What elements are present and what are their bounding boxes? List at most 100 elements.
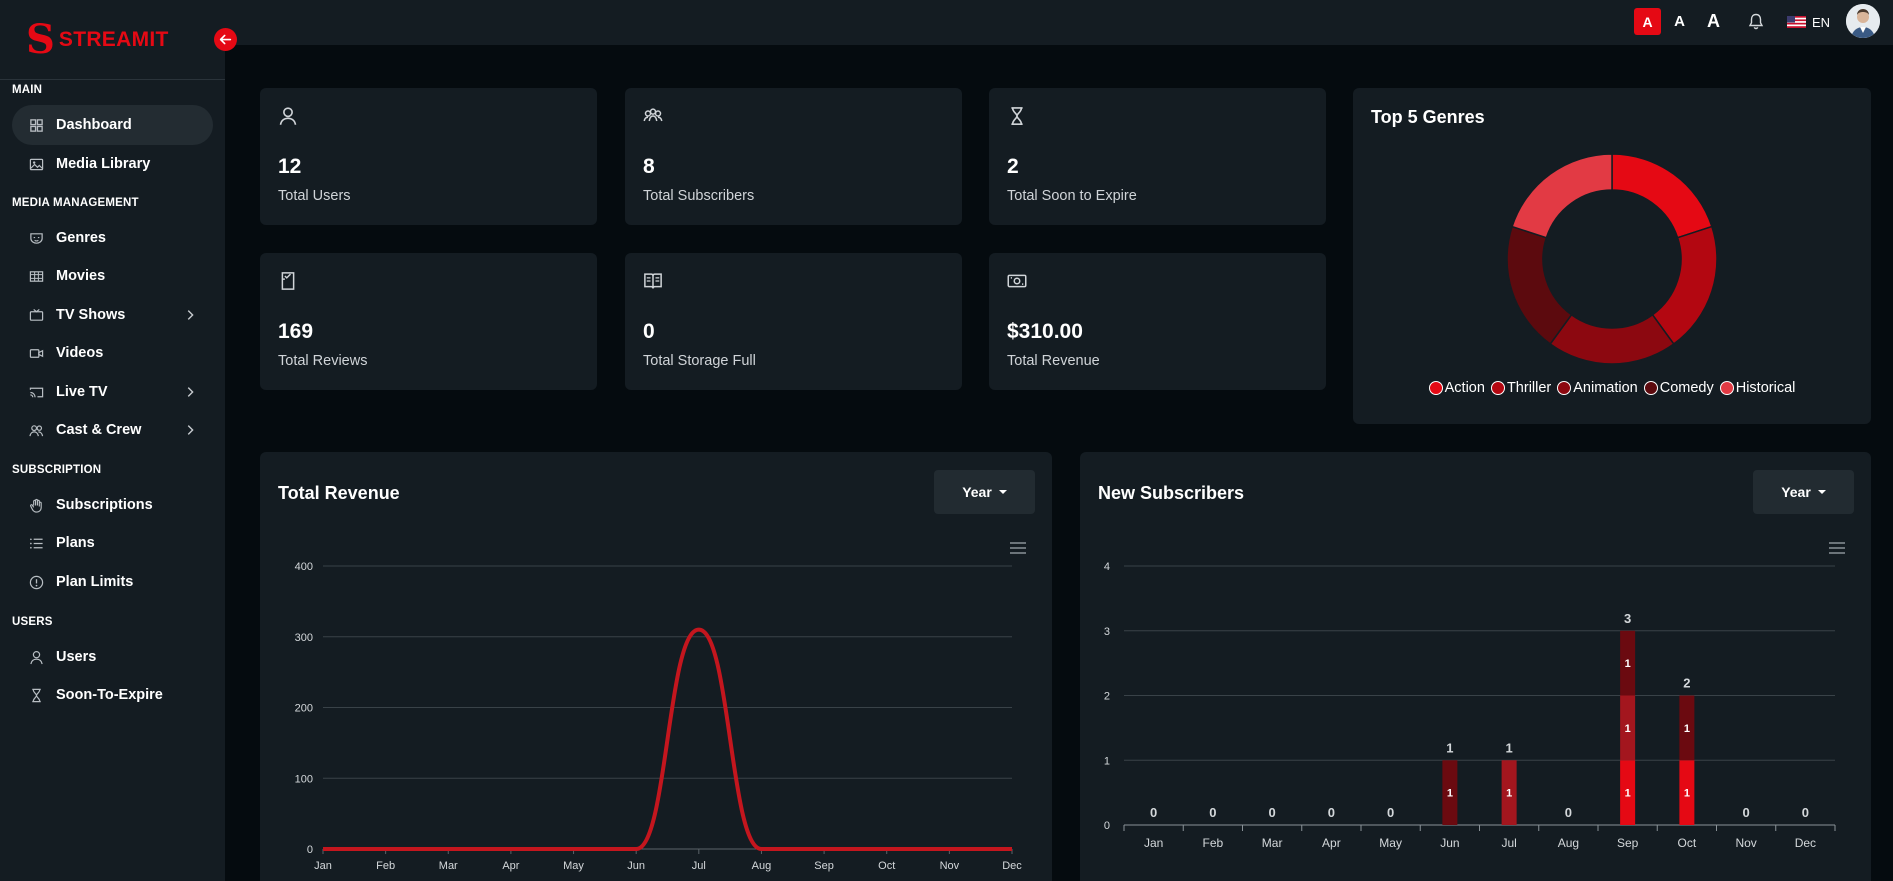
bar-segment-label: 1 [1684, 723, 1690, 735]
x-tick-label: Oct [1678, 836, 1697, 850]
chevron-right-icon[interactable] [183, 385, 197, 399]
bar-segment-label: 1 [1684, 788, 1690, 800]
stat-value: 12 [278, 155, 302, 178]
hourglass-icon [1011, 107, 1023, 125]
stat-card-total-reviews[interactable]: 169 Total Reviews [260, 253, 597, 390]
stat-card-total-soon-to-expire[interactable]: 2 Total Soon to Expire [989, 88, 1326, 225]
sidebar-item-videos[interactable]: Videos [12, 333, 213, 373]
sidebar-item-genres[interactable]: Genres [12, 218, 213, 258]
x-tick-label: Dec [1002, 860, 1022, 872]
us-flag-icon[interactable] [1787, 16, 1806, 28]
bar-total-label: 0 [1328, 805, 1335, 820]
legend-item-comedy[interactable]: Comedy [1643, 380, 1714, 396]
hamburger-menu-icon[interactable] [1829, 542, 1845, 554]
legend-marker [1557, 381, 1572, 395]
chevron-right-icon[interactable] [183, 308, 197, 322]
x-tick-label: Jun [1440, 836, 1459, 850]
donut-slice-animation[interactable] [1549, 313, 1675, 365]
revenue-series-line[interactable] [323, 627, 1012, 851]
genres-card-title: Top 5 Genres [1371, 107, 1485, 127]
bar-segment[interactable] [1620, 630, 1636, 696]
sidebar-item-users[interactable]: Users [12, 637, 213, 677]
x-tick-label: Sep [814, 860, 834, 872]
stat-value: 0 [643, 320, 655, 343]
sidebar-item-cast-crew[interactable]: Cast & Crew [12, 410, 213, 450]
bar-segment[interactable] [1620, 760, 1636, 825]
bar-segment-label: 1 [1625, 788, 1631, 800]
list-icon [29, 537, 43, 549]
stat-value: 8 [643, 155, 655, 178]
x-tick-label: Nov [940, 860, 960, 872]
brand-name[interactable]: STREAMIT [58, 27, 169, 51]
subscribers-year-dropdown[interactable]: Year [1753, 470, 1854, 514]
revenue-year-dropdown[interactable]: Year [934, 470, 1035, 514]
mask-icon [29, 232, 43, 244]
sidebar-item-movies[interactable]: Movies [12, 256, 213, 296]
brand-logo-icon[interactable]: S [26, 15, 55, 63]
genres-legend: Action Thriller Animation Comedy Historical [1353, 380, 1871, 396]
sidebar-collapse-button[interactable] [214, 28, 237, 51]
book-icon [644, 273, 662, 289]
y-tick-label: 300 [295, 632, 313, 644]
sidebar-item-label: Live TV [56, 384, 108, 400]
stat-card-total-subscribers[interactable]: 8 Total Subscribers [625, 88, 962, 225]
bell-icon[interactable] [1748, 13, 1764, 31]
user-icon [29, 650, 43, 664]
sidebar-item-label: Media Library [56, 156, 151, 172]
sidebar-item-subscriptions[interactable]: Subscriptions [12, 485, 213, 525]
sidebar-item-tv-shows[interactable]: TV Shows [12, 295, 213, 335]
x-tick-label: Jul [692, 860, 706, 872]
bar-total-label: 0 [1565, 805, 1572, 820]
font-size-small-button[interactable]: A [1634, 8, 1661, 35]
stat-label: Total Reviews [278, 353, 368, 369]
bar-segment[interactable] [1501, 760, 1517, 825]
revenue-card: Total Revenue Year 0 100 200 300 400 Jan Feb Ma… [260, 452, 1052, 881]
bar-segment[interactable] [1679, 695, 1695, 761]
nav-section-title: MAIN [12, 84, 43, 96]
y-tick-label: 200 [295, 703, 313, 715]
bar-total-label: 0 [1387, 805, 1394, 820]
x-tick-label: Feb [376, 860, 395, 872]
bar-segment-label: 1 [1506, 788, 1512, 800]
bar-segment[interactable] [1679, 760, 1695, 825]
donut-slice-thriller[interactable] [1651, 225, 1718, 345]
sidebar-item-soon-to-expire[interactable]: Soon-To-Expire [12, 675, 213, 715]
x-tick-label: Aug [1558, 836, 1579, 850]
stat-label: Total Revenue [1007, 353, 1100, 369]
donut-slice-comedy[interactable] [1506, 225, 1573, 345]
donut-slice-action[interactable] [1611, 153, 1713, 239]
legend-item-historical[interactable]: Historical [1719, 380, 1795, 396]
sidebar-item-live-tv[interactable]: Live TV [12, 372, 213, 412]
chevron-right-icon[interactable] [183, 423, 197, 437]
sidebar-item-plans[interactable]: Plans [12, 523, 213, 563]
cast-icon [29, 387, 43, 397]
avatar[interactable] [1846, 4, 1880, 38]
sidebar-item-dashboard[interactable]: Dashboard [12, 105, 213, 145]
font-size-medium-button[interactable]: A [1674, 13, 1685, 30]
sidebar-item-label: Plans [56, 535, 95, 551]
brand: S STREAMIT [0, 0, 225, 80]
sidebar-item-label: TV Shows [56, 307, 126, 323]
hamburger-menu-icon[interactable] [1010, 542, 1026, 554]
stat-card-total-users[interactable]: 12 Total Users [260, 88, 597, 225]
bar-segment[interactable] [1442, 760, 1458, 825]
caret-down-icon [998, 490, 1007, 494]
donut-slice-historical[interactable] [1511, 153, 1613, 239]
x-tick-label: Sep [1617, 836, 1639, 850]
sidebar-item-media-library[interactable]: Media Library [12, 144, 213, 184]
sidebar-item-plan-limits[interactable]: Plan Limits [12, 562, 213, 602]
legend-item-action[interactable]: Action [1428, 380, 1485, 396]
stat-card-total-revenue[interactable]: $310.00 Total Revenue [989, 253, 1326, 390]
legend-label: Thriller [1506, 380, 1552, 396]
font-size-large-button[interactable]: A [1707, 11, 1720, 31]
legend-item-thriller[interactable]: Thriller [1490, 380, 1552, 396]
bar-segment[interactable] [1620, 695, 1636, 761]
bar-total-label: 0 [1150, 805, 1157, 820]
y-tick-label: 400 [295, 561, 313, 573]
x-tick-label: Jul [1501, 836, 1516, 850]
user-avatar-icon [1846, 4, 1880, 38]
bar-total-label: 0 [1743, 805, 1750, 820]
language-selector[interactable]: EN [1812, 15, 1831, 30]
legend-item-animation[interactable]: Animation [1557, 380, 1638, 396]
stat-card-total-storage-full[interactable]: 0 Total Storage Full [625, 253, 962, 390]
